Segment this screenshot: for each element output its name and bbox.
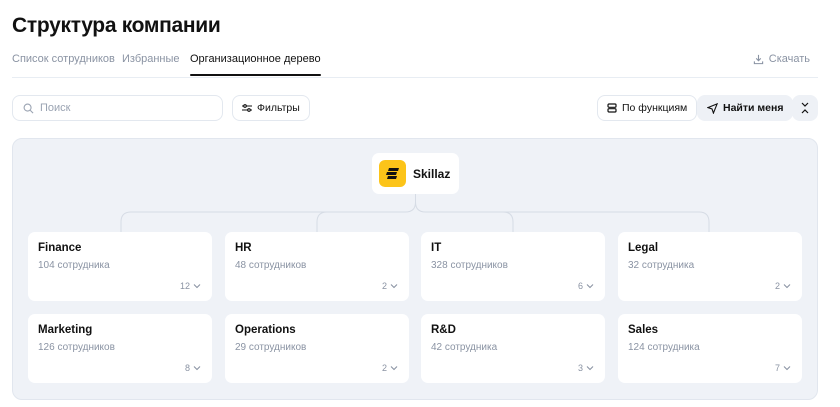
navigation-icon — [707, 102, 718, 114]
chevron-down-icon — [783, 366, 791, 371]
subunit-count: 8 — [184, 363, 190, 373]
employee-count: 48 сотрудников — [235, 260, 307, 271]
collapse-icon — [801, 102, 809, 114]
search-icon — [23, 103, 34, 113]
find-me-label: Найти меня — [723, 102, 784, 114]
chevron-down-icon — [586, 366, 594, 371]
filters-icon — [242, 104, 252, 112]
department-name: Marketing — [38, 324, 93, 336]
chevron-down-icon — [193, 284, 201, 289]
department-name: R&D — [431, 324, 456, 336]
department-card[interactable]: Legal 32 сотрудника 2 — [618, 232, 802, 301]
subunit-count: 12 — [179, 281, 190, 291]
expand-subunits-button[interactable]: 2 — [382, 363, 398, 373]
department-card[interactable]: Finance 104 сотрудника 12 — [28, 232, 212, 301]
subunit-count: 6 — [577, 281, 583, 291]
find-me-button[interactable]: Найти меня — [697, 95, 794, 121]
page-title: Структура компании — [12, 14, 221, 37]
filters-label: Фильтры — [257, 102, 300, 114]
department-name: Sales — [628, 324, 659, 336]
root-name: Skillaz — [413, 166, 451, 181]
subunit-count: 3 — [577, 363, 583, 373]
department-name: IT — [431, 242, 442, 254]
search-input[interactable]: Поиск — [12, 95, 223, 121]
chevron-down-icon — [586, 284, 594, 289]
tab-favorites[interactable]: Избранные — [122, 53, 180, 65]
skillaz-logo — [379, 160, 406, 187]
expand-subunits-button[interactable]: 6 — [578, 281, 594, 291]
department-card[interactable]: HR 48 сотрудников 2 — [225, 232, 409, 301]
search-placeholder: Поиск — [40, 102, 71, 114]
expand-subunits-button[interactable]: 2 — [775, 281, 791, 291]
chevron-down-icon — [390, 366, 398, 371]
department-card[interactable]: R&D 42 сотрудника 3 — [421, 314, 605, 383]
group-icon — [607, 103, 617, 113]
department-card[interactable]: Marketing 126 сотрудников 8 — [28, 314, 212, 383]
download-label: Скачать — [768, 53, 810, 65]
by-function-label: По функциям — [622, 102, 688, 114]
subunit-count: 2 — [381, 281, 387, 291]
expand-subunits-button[interactable]: 8 — [185, 363, 201, 373]
expand-subunits-button[interactable]: 12 — [180, 281, 201, 291]
subunit-count: 7 — [774, 363, 780, 373]
department-name: Operations — [235, 324, 296, 336]
employee-count: 124 сотрудника — [628, 342, 700, 353]
department-name: Finance — [38, 242, 82, 254]
filters-button[interactable]: Фильтры — [232, 95, 310, 121]
employee-count: 328 сотрудников — [431, 260, 508, 271]
subunit-count: 2 — [381, 363, 387, 373]
tab-org-tree[interactable]: Организационное дерево — [190, 53, 321, 76]
employee-count: 29 сотрудников — [235, 342, 307, 353]
expand-subunits-button[interactable]: 2 — [382, 281, 398, 291]
department-card[interactable]: Operations 29 сотрудников 2 — [225, 314, 409, 383]
download-icon — [753, 54, 763, 64]
chevron-down-icon — [390, 284, 398, 289]
department-name: Legal — [628, 242, 659, 254]
employee-count: 32 сотрудника — [628, 260, 695, 271]
expand-subunits-button[interactable]: 3 — [578, 363, 594, 373]
employee-count: 104 сотрудника — [38, 260, 110, 271]
tabs-divider — [12, 77, 818, 78]
department-card[interactable]: Sales 124 сотрудника 7 — [618, 314, 802, 383]
tab-employee-list[interactable]: Список сотрудников — [12, 53, 115, 65]
by-function-button[interactable]: По функциям — [597, 95, 698, 121]
employee-count: 42 сотрудника — [431, 342, 498, 353]
employee-count: 126 сотрудников — [38, 342, 115, 353]
subunit-count: 2 — [774, 281, 780, 291]
chevron-down-icon — [193, 366, 201, 371]
expand-subunits-button[interactable]: 7 — [775, 363, 791, 373]
root-node[interactable]: Skillaz — [372, 153, 459, 194]
department-name: HR — [235, 242, 252, 254]
chevron-down-icon — [783, 284, 791, 289]
department-card[interactable]: IT 328 сотрудников 6 — [421, 232, 605, 301]
download-button[interactable]: Скачать — [753, 53, 810, 65]
collapse-all-button[interactable] — [792, 95, 818, 121]
